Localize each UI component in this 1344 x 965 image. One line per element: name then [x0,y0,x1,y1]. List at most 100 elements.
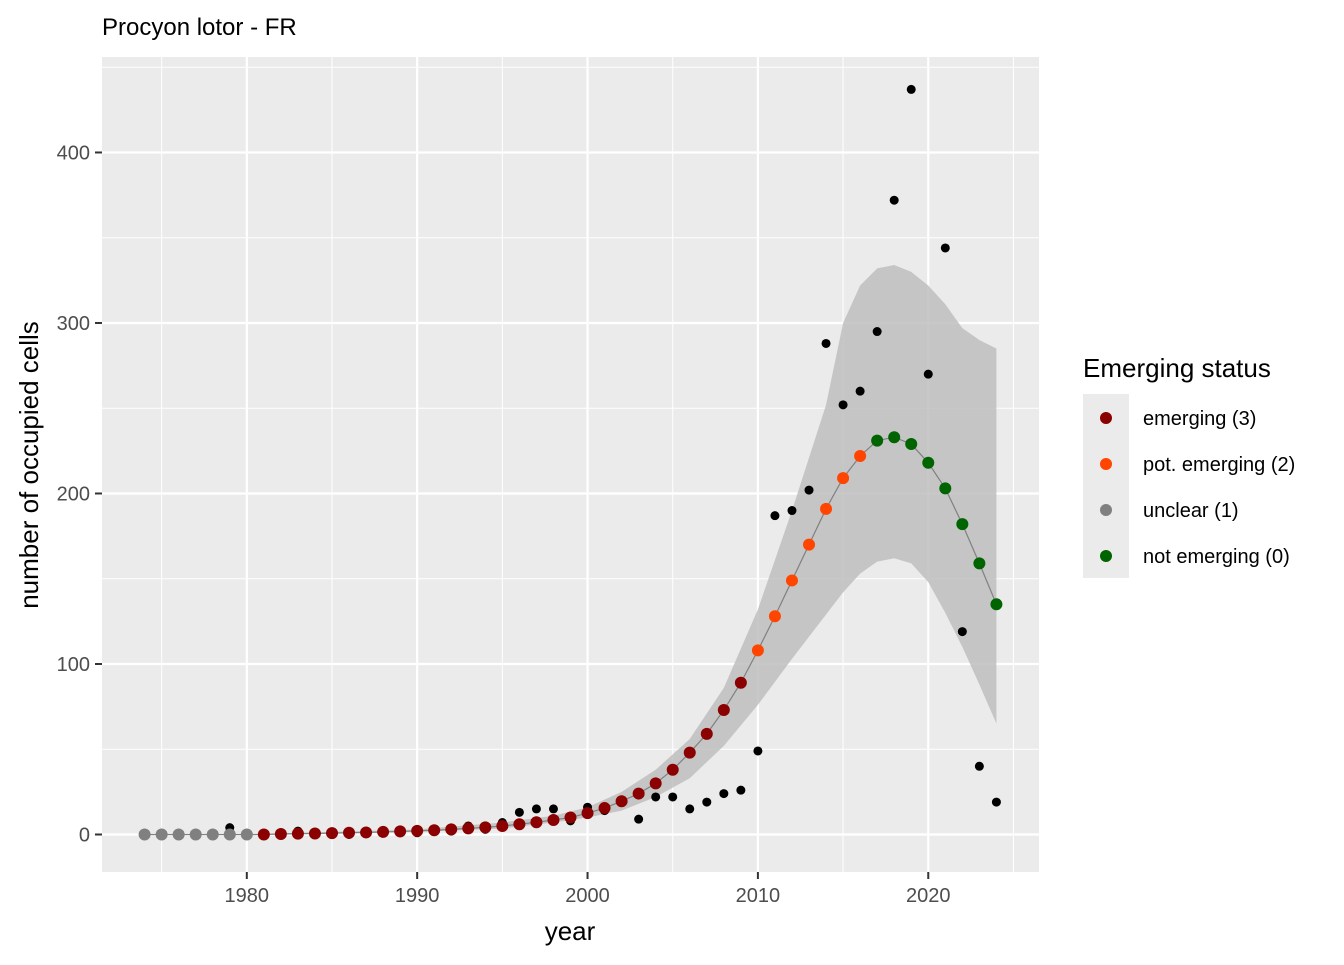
fitted-point [445,823,458,836]
fitted-point [240,828,253,841]
fitted-point [922,456,935,469]
y-tick-label: 400 [57,142,90,164]
observed-point [923,369,933,379]
legend: Emerging status emerging (3) pot. emergin… [1083,353,1295,578]
legend-key-background [1083,394,1129,578]
fitted-point [615,795,628,808]
confidence-band [263,265,997,835]
fitted-point [564,811,577,824]
fitted-point [155,828,168,841]
axes: 1980 1990 2000 2010 2020 0 100 200 300 400 [57,142,951,907]
legend-label: unclear (1) [1143,500,1239,522]
legend-key [1100,550,1112,562]
legend-title: Emerging status [1083,353,1271,383]
observed-point [531,804,541,814]
y-tick-label: 200 [57,483,90,505]
fitted-point [223,828,236,841]
fitted-point [598,802,611,815]
observed-point [736,785,746,795]
observed-point [957,627,967,637]
observed-point [548,804,558,814]
fitted-point [837,472,850,485]
chart-title: Procyon lotor - FR [102,14,297,41]
x-tick-label: 2010 [736,885,781,907]
fitted-point [956,518,969,531]
fitted-point [649,777,662,790]
fitted-point [734,676,747,689]
x-tick-label: 2000 [565,885,610,907]
y-tick-label: 0 [79,824,90,846]
legend-label: pot. emerging (2) [1143,454,1295,476]
fitted-point [462,822,475,835]
observed-point [719,789,729,799]
y-tick-label: 100 [57,654,90,676]
fitted-point [172,828,185,841]
fitted-point [990,598,1003,611]
observed-point [770,511,780,521]
fitted-point [189,828,202,841]
legend-label: not emerging (0) [1143,546,1290,568]
fitted-point [547,813,560,826]
fitted-point [274,827,287,840]
fitted-point [496,819,509,832]
legend-key [1100,504,1112,516]
fitted-point [394,825,407,838]
x-tick-label: 1980 [225,885,270,907]
observed-point [702,797,712,807]
observed-point [821,338,831,348]
observed-point [753,746,763,756]
fitted-point [871,434,884,447]
fitted-point [530,816,543,829]
fitted-point [513,818,526,831]
observed-point [889,195,899,205]
fitted-point [291,827,304,840]
y-axis-label: number of occupied cells [14,321,44,609]
fitted-point [377,825,390,838]
fitted-point [973,557,986,570]
fitted-point [803,538,816,551]
fitted-point [854,449,867,462]
fitted-point [428,824,441,837]
fitted-point [581,807,594,820]
fitted-point [325,827,338,840]
observed-point [838,400,848,410]
x-axis-label: year [545,916,596,946]
ribbon-area [263,265,997,835]
fitted-point [888,431,901,444]
fitted-point [411,824,424,837]
observed-point [804,485,814,495]
observed-point [514,807,524,817]
legend-key [1100,412,1112,424]
observed-point [991,797,1001,807]
observed-point [651,792,661,802]
fitted-point [479,821,492,834]
fitted-point [683,746,696,759]
fitted-point [257,828,270,841]
legend-label: emerging (3) [1143,408,1256,430]
legend-items: emerging (3) pot. emerging (2) unclear (1)… [1100,408,1295,568]
observed-point [685,804,695,814]
observed-point [940,243,950,253]
fitted-point [785,574,798,587]
fitted-point [700,727,713,740]
fitted-point [939,482,952,495]
fitted-point [768,610,781,623]
fitted-point [666,763,679,776]
observed-point [872,327,882,337]
observed-point [855,386,865,396]
observed-point [634,814,644,824]
fitted-point [632,787,645,800]
fitted-point [717,704,730,717]
fitted-point [360,826,373,839]
x-tick-label: 1990 [395,885,440,907]
observed-point [974,761,984,771]
y-tick-label: 300 [57,313,90,335]
observed-point [668,792,678,802]
fitted-point [751,644,764,657]
fitted-point [905,438,918,451]
fitted-point [343,826,356,839]
fitted-point [206,828,219,841]
observed-point [906,84,916,94]
fitted-points [138,431,1003,841]
